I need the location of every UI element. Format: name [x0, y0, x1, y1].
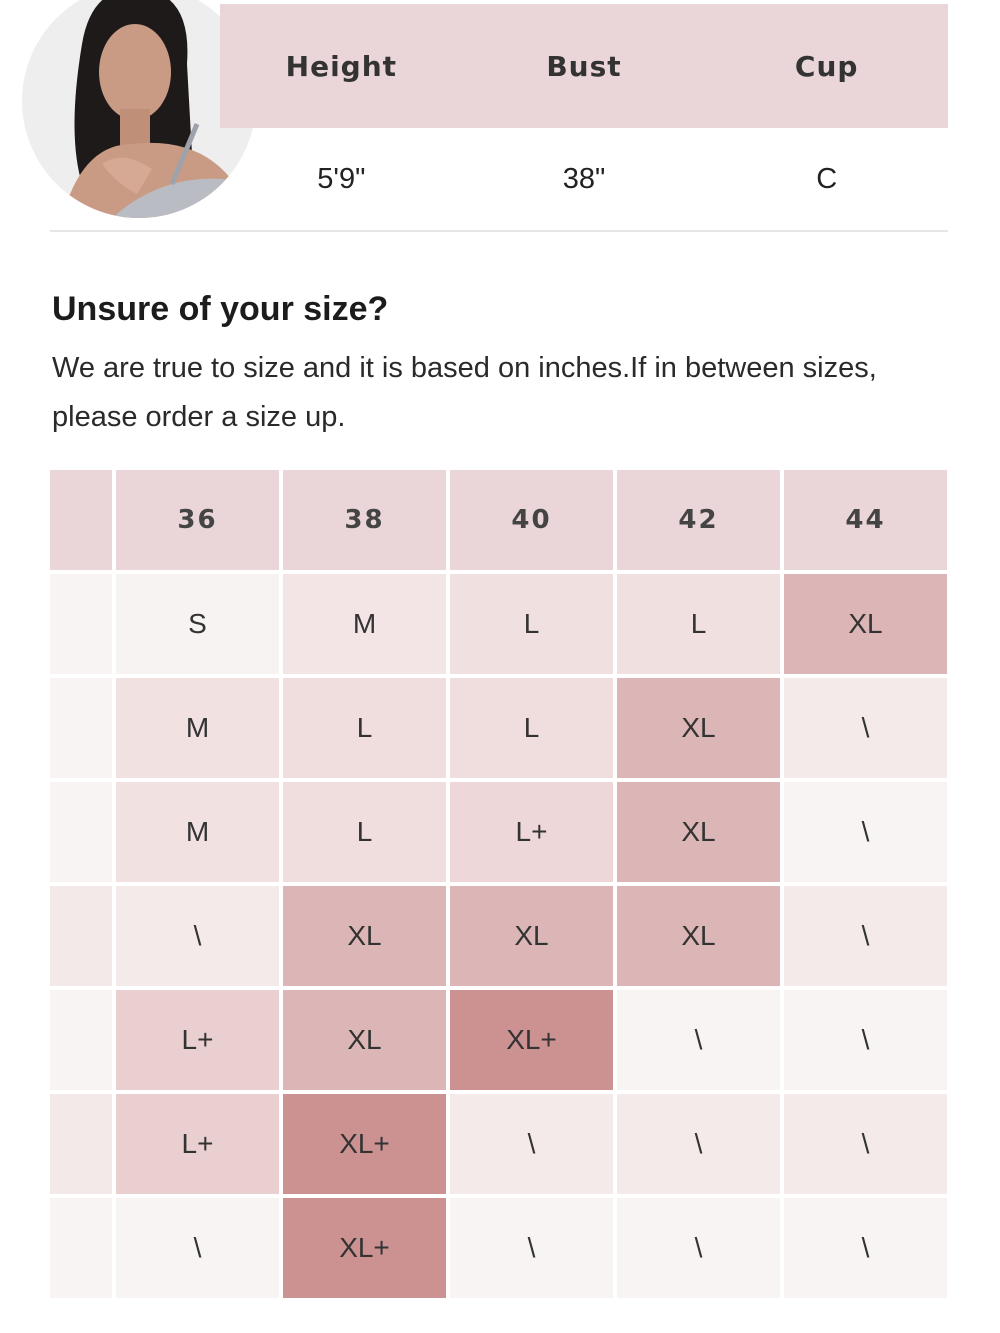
row-header [50, 886, 112, 986]
size-cell: \ [116, 886, 279, 986]
size-cell: \ [784, 678, 947, 778]
size-cell: M [116, 782, 279, 882]
size-cell: \ [617, 990, 780, 1090]
column-header: 44 [784, 470, 947, 570]
size-cell: XL [784, 574, 947, 674]
size-cell: \ [450, 1094, 613, 1194]
size-cell: L [450, 678, 613, 778]
row-header [50, 1198, 112, 1298]
size-cell: XL [450, 886, 613, 986]
size-cell: \ [784, 886, 947, 986]
row-header [50, 990, 112, 1090]
size-cell: \ [617, 1094, 780, 1194]
size-cell: XL+ [450, 990, 613, 1090]
size-chart: 36 38 40 42 44 S M L L XL M L L XL \ M L L+ XL \ \ XL XL XL \ L+ X… [50, 470, 947, 1298]
size-cell: \ [784, 1094, 947, 1194]
model-header: Cup [794, 49, 859, 83]
column-header: 42 [617, 470, 780, 570]
heading: Unsure of your size? [52, 290, 389, 328]
size-cell: \ [116, 1198, 279, 1298]
size-cell: L+ [116, 990, 279, 1090]
size-cell: \ [784, 782, 947, 882]
size-cell: XL+ [283, 1198, 446, 1298]
size-cell: XL [283, 886, 446, 986]
model-value: 5'9" [317, 162, 366, 195]
size-cell: M [283, 574, 446, 674]
size-cell: M [116, 678, 279, 778]
size-cell: \ [784, 1198, 947, 1298]
model-header-row: Height Bust Cup [220, 4, 948, 128]
model-value-row: 5'9" 38" C [220, 128, 948, 230]
size-cell: L [283, 678, 446, 778]
divider [50, 230, 948, 232]
size-cell: L+ [450, 782, 613, 882]
column-header: 36 [116, 470, 279, 570]
size-cell: XL+ [283, 1094, 446, 1194]
size-cell: \ [450, 1198, 613, 1298]
column-header: 38 [283, 470, 446, 570]
model-header: Bust [546, 49, 622, 83]
model-header: Height [285, 49, 398, 83]
size-cell: L [283, 782, 446, 882]
model-value: C [816, 162, 838, 195]
size-cell: L+ [116, 1094, 279, 1194]
row-header [50, 678, 112, 778]
size-cell: XL [617, 886, 780, 986]
model-photo [22, 0, 256, 218]
row-header [50, 782, 112, 882]
size-cell: XL [617, 678, 780, 778]
corner-cell [50, 470, 112, 570]
row-header [50, 574, 112, 674]
row-header [50, 1094, 112, 1194]
size-cell: \ [617, 1198, 780, 1298]
size-cell: L [617, 574, 780, 674]
size-cell: XL [617, 782, 780, 882]
model-value: 38" [562, 162, 606, 195]
size-cell: \ [784, 990, 947, 1090]
size-cell: L [450, 574, 613, 674]
column-header: 40 [450, 470, 613, 570]
size-cell: XL [283, 990, 446, 1090]
model-table: Height Bust Cup 5'9" 38" C [220, 4, 948, 230]
size-cell: S [116, 574, 279, 674]
description: We are true to size and it is based on i… [52, 352, 877, 433]
